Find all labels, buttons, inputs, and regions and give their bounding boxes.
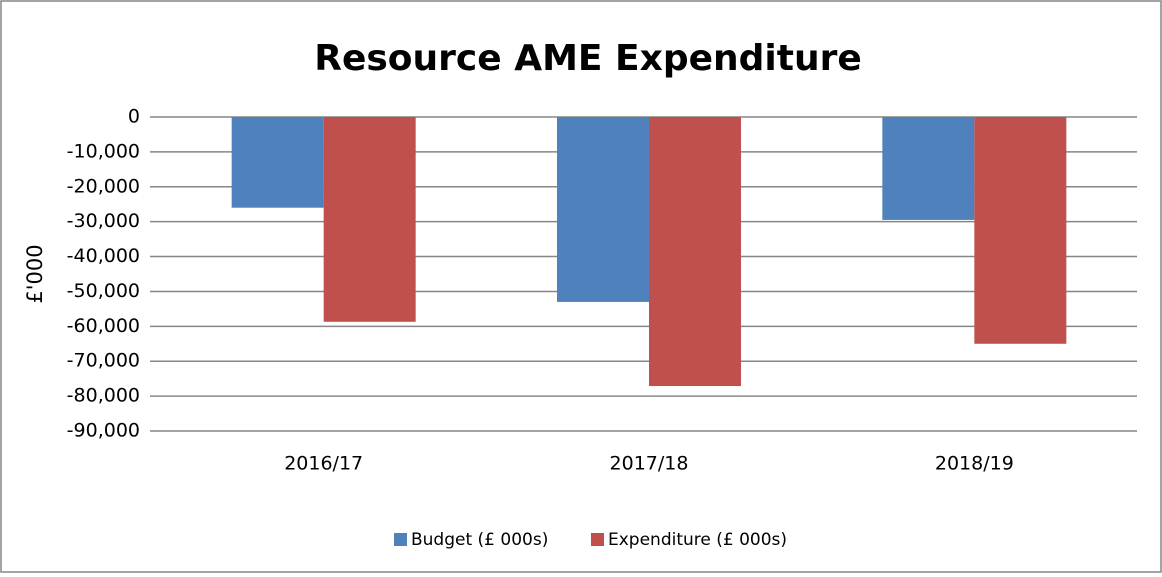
y-tick-label: -20,000 [67, 175, 140, 197]
y-tick-label: -80,000 [67, 385, 140, 407]
bar [974, 117, 1067, 344]
legend-label: Budget (£ 000s) [411, 530, 548, 550]
bar [882, 117, 975, 220]
y-tick-label: -50,000 [67, 280, 140, 302]
chart-title: Resource AME Expenditure [314, 38, 862, 79]
x-tick-label: 2016/17 [284, 453, 363, 475]
legend-swatch [591, 533, 604, 546]
legend-label: Expenditure (£ 000s) [608, 530, 787, 550]
y-tick-label: -40,000 [67, 245, 140, 267]
y-tick-label: -70,000 [67, 350, 140, 372]
legend-swatch [394, 533, 407, 546]
bar [231, 117, 324, 208]
bar [323, 117, 416, 322]
bar [649, 117, 741, 386]
x-tick-label: 2017/18 [610, 453, 689, 475]
y-tick-label: -10,000 [67, 140, 140, 162]
y-tick-label: -90,000 [67, 420, 140, 442]
y-tick-label: -30,000 [67, 210, 140, 232]
y-tick-label: -60,000 [67, 315, 140, 337]
x-tick-label: 2018/19 [935, 453, 1014, 475]
y-axis-label: £'000 [23, 244, 47, 303]
bar [557, 117, 649, 302]
y-tick-label: 0 [128, 106, 140, 128]
